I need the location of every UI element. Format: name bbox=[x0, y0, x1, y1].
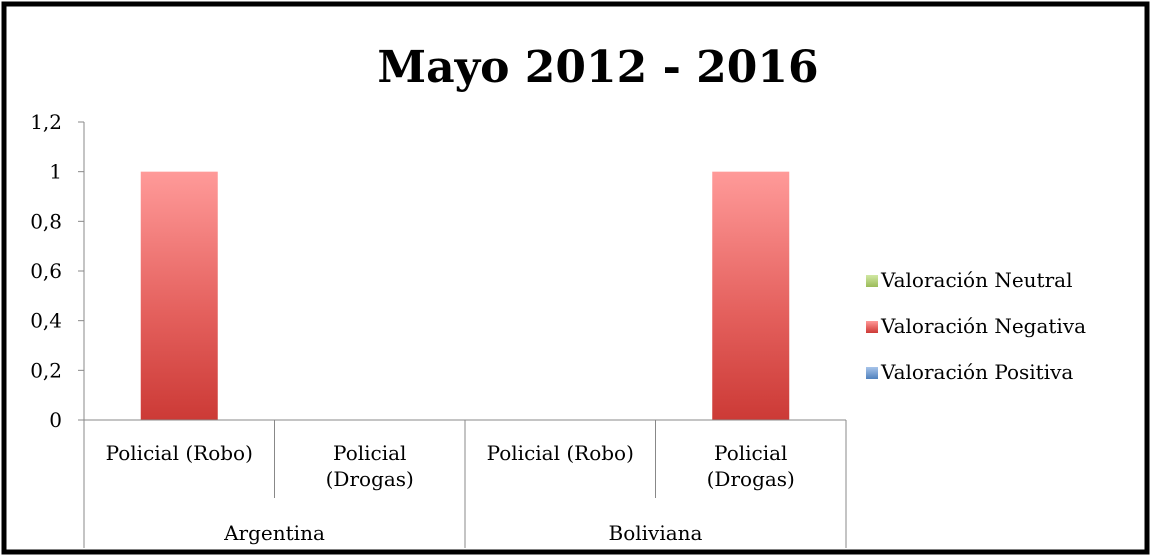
bars bbox=[140, 171, 790, 420]
y-tick-label: 1,2 bbox=[30, 110, 62, 134]
x-category-label: (Drogas) bbox=[326, 467, 414, 491]
legend-label: Valoración Neutral bbox=[880, 268, 1072, 292]
x-category-label: Policial (Robo) bbox=[106, 441, 253, 465]
legend: Valoración Neutral Valoración Negativa Val… bbox=[866, 268, 1086, 384]
x-category-label: (Drogas) bbox=[707, 467, 795, 491]
y-tick-label: 0,4 bbox=[30, 309, 62, 333]
legend-swatch bbox=[866, 367, 878, 379]
x-group-label: Boliviana bbox=[609, 521, 703, 545]
x-category-label: Policial bbox=[714, 441, 787, 465]
y-tick-label: 0,8 bbox=[30, 209, 62, 233]
chart-title: Mayo 2012 - 2016 bbox=[377, 42, 818, 93]
legend-label: Valoración Positiva bbox=[880, 360, 1073, 384]
y-tick-label: 0,2 bbox=[30, 358, 62, 382]
y-tick-label: 1 bbox=[49, 160, 62, 184]
y-tick-label: 0 bbox=[49, 408, 62, 432]
y-axis: 0 0,2 0,4 0,6 0,8 1 1,2 bbox=[30, 110, 85, 432]
legend-swatch bbox=[866, 321, 878, 333]
legend-label: Valoración Negativa bbox=[880, 314, 1086, 338]
bar bbox=[712, 171, 790, 420]
y-tick-label: 0,6 bbox=[30, 259, 62, 283]
bar bbox=[140, 171, 218, 420]
x-group-label: Argentina bbox=[223, 521, 325, 545]
x-axis: Policial (Robo) Policial(Drogas)Policial … bbox=[83, 419, 847, 548]
legend-swatch bbox=[866, 275, 878, 287]
x-category-label: Policial (Robo) bbox=[487, 441, 634, 465]
x-category-label: Policial bbox=[333, 441, 406, 465]
